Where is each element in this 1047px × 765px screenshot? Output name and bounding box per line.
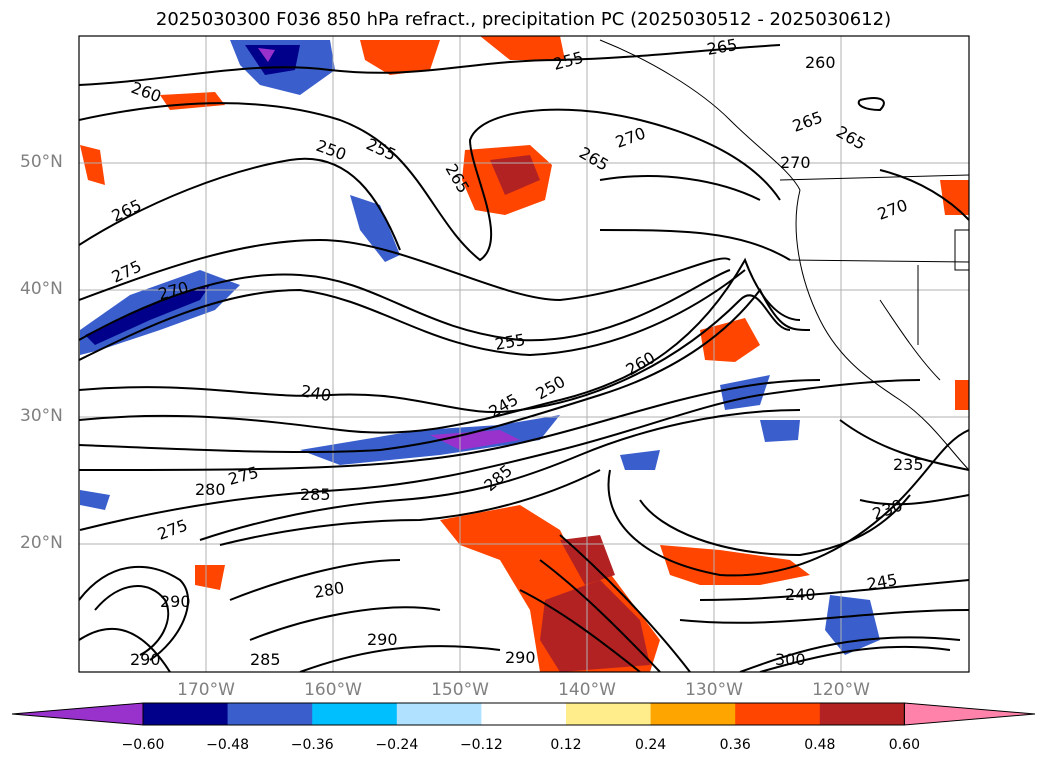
- svg-text:240: 240: [785, 585, 816, 604]
- colorbar-tick-label: −0.36: [290, 737, 334, 753]
- svg-text:270: 270: [780, 153, 811, 172]
- lon-tick-label: 150°W: [431, 680, 489, 700]
- lon-tick-label: 130°W: [685, 680, 743, 700]
- refractivity-contours: [79, 44, 969, 672]
- colorbar-tick-label: −0.24: [375, 737, 419, 753]
- lat-tick-label: 40°N: [20, 279, 63, 299]
- colorbar: [11, 702, 1036, 726]
- colorbar-tick-label: −0.60: [121, 737, 165, 753]
- colorbar-tick-label: −0.12: [459, 737, 503, 753]
- svg-text:260: 260: [805, 53, 836, 72]
- colorbar-segment: [819, 703, 905, 725]
- svg-text:285: 285: [300, 485, 331, 504]
- lon-tick-label: 160°W: [304, 680, 362, 700]
- svg-text:280: 280: [195, 480, 226, 499]
- colorbar-tick-label: 0.60: [888, 737, 920, 753]
- colorbar-tick-label: 0.48: [804, 737, 836, 753]
- colorbar-segment: [396, 703, 482, 725]
- lat-tick-label: 20°N: [20, 533, 63, 553]
- colorbar-tick-label: 0.24: [635, 737, 667, 753]
- lon-tick-label: 170°W: [177, 680, 235, 700]
- lat-tick-label: 50°N: [20, 152, 63, 172]
- colorbar-frame: [142, 702, 905, 726]
- colorbar-segment: [143, 703, 229, 725]
- svg-text:285: 285: [250, 650, 281, 669]
- svg-text:235: 235: [893, 455, 924, 474]
- svg-text:265: 265: [705, 35, 738, 59]
- svg-text:300: 300: [775, 650, 806, 669]
- colorbar-tick-label: 0.36: [719, 737, 751, 753]
- colorbar-segment: [566, 703, 652, 725]
- colorbar-segment: [735, 703, 821, 725]
- svg-text:290: 290: [160, 592, 191, 611]
- colorbar-extend-max: [903, 702, 1036, 726]
- colorbar-tick-label: −0.48: [206, 737, 250, 753]
- chart-title: 2025030300 F036 850 hPa refract., precip…: [155, 9, 892, 30]
- map-plot: 260 250 255 265 255 265 260 265 270 265 …: [78, 35, 970, 673]
- svg-text:290: 290: [505, 648, 536, 667]
- map-frame: [78, 35, 970, 673]
- colorbar-segment: [481, 703, 567, 725]
- svg-text:290: 290: [130, 650, 161, 669]
- svg-text:290: 290: [367, 630, 398, 649]
- colorbar-extend-min: [11, 702, 144, 726]
- colorbar-segments: [11, 702, 1036, 726]
- colorbar-segment: [650, 703, 736, 725]
- colorbar-segment: [227, 703, 313, 725]
- coastlines: [599, 39, 969, 471]
- colorbar-segment: [312, 703, 398, 725]
- lon-tick-label: 120°W: [812, 680, 870, 700]
- colorbar-tick-label: 0.12: [550, 737, 582, 753]
- lon-tick-label: 140°W: [558, 680, 616, 700]
- lat-tick-label: 30°N: [20, 406, 63, 426]
